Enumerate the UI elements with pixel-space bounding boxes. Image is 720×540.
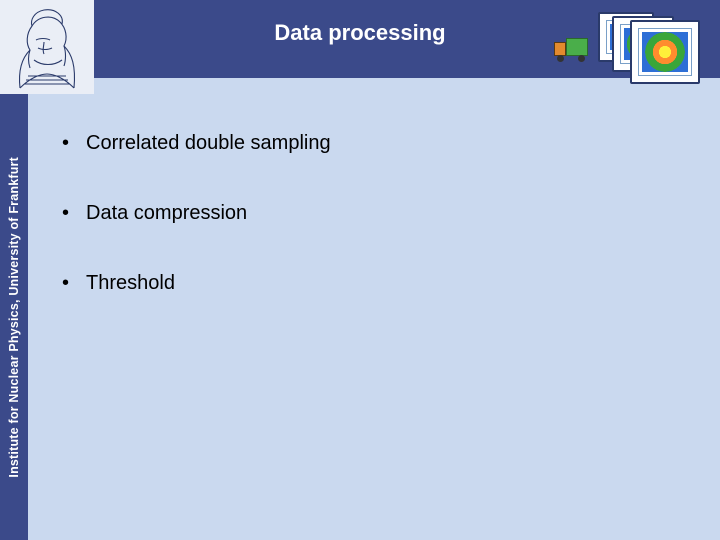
sidebar-strip: Institute for Nuclear Physics, Universit… xyxy=(0,94,28,540)
header-graphic xyxy=(576,4,714,88)
portrait-icon xyxy=(0,0,94,94)
institute-label-wrap: Institute for Nuclear Physics, Universit… xyxy=(0,94,28,540)
list-item: Correlated double sampling xyxy=(58,130,680,156)
content-area: Correlated double sampling Data compress… xyxy=(58,130,680,340)
truck-icon xyxy=(554,38,592,60)
slide: Data processing xyxy=(0,0,720,540)
bullet-text: Threshold xyxy=(86,272,175,294)
bullet-text: Data compression xyxy=(86,202,247,224)
list-item: Data compression xyxy=(58,200,680,226)
institute-label: Institute for Nuclear Physics, Universit… xyxy=(7,157,21,478)
bullet-list: Correlated double sampling Data compress… xyxy=(58,130,680,296)
screen-front xyxy=(630,20,700,84)
portrait-logo xyxy=(0,0,94,94)
bullet-text: Correlated double sampling xyxy=(86,132,331,154)
list-item: Threshold xyxy=(58,270,680,296)
